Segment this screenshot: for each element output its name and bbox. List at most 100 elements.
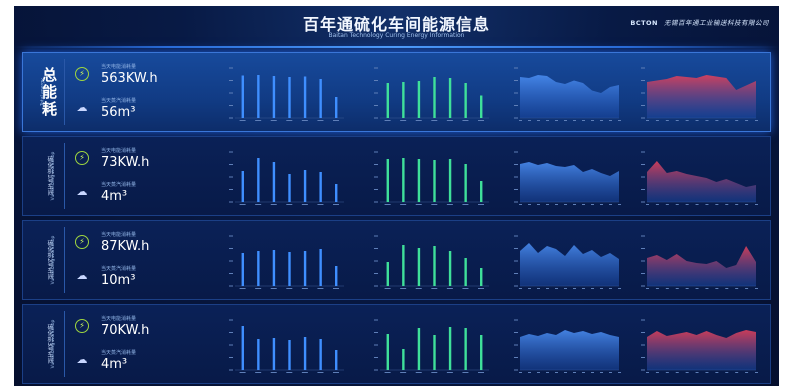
bar	[448, 251, 452, 286]
x-tick	[618, 372, 621, 373]
steam-metric: ☁ 当天蒸汽消耗量 10m³	[75, 263, 205, 293]
total-energy-panel: Total energy 总能耗 ⚡ 当天电能消耗量 563KW.h ☁ 当天蒸汽消耗量 56…	[22, 52, 771, 132]
y-tick	[374, 176, 378, 178]
x-tick	[317, 120, 324, 121]
x-tick	[400, 372, 407, 373]
x-tick	[600, 288, 603, 289]
electricity-label: 当天电能消耗量	[101, 232, 137, 238]
steam-value: 10m³	[101, 273, 136, 288]
bar	[480, 268, 483, 286]
electricity-bar-chart-svg	[229, 151, 344, 205]
x-tick	[573, 372, 576, 373]
electricity-trend-chart	[508, 141, 623, 215]
x-tick	[725, 372, 729, 373]
y-tick	[514, 344, 518, 346]
workshop-panel-1: Vulcanizing workshop 硫化机1号车间 ⚡ 当天电能消耗量 73KW.…	[22, 136, 771, 216]
page-title: 百年通硫化车间能源信息	[302, 15, 490, 34]
steam-metric: ☁ 当天蒸汽消耗量 4m³	[75, 347, 205, 377]
y-tick	[374, 248, 378, 249]
steam-trend-chart	[635, 309, 760, 383]
y-tick	[514, 319, 518, 321]
steam-trend-chart	[635, 225, 760, 299]
header-divider	[14, 46, 779, 48]
steam-trend-chart-svg	[641, 67, 758, 121]
y-tick	[374, 105, 378, 106]
x-tick	[446, 288, 453, 289]
bar	[257, 251, 260, 286]
x-tick	[735, 204, 739, 205]
electricity-trend-chart	[508, 309, 623, 383]
y-tick	[641, 176, 645, 178]
electricity-bar-chart	[223, 225, 348, 299]
x-tick	[555, 120, 558, 121]
steam-label: 当天蒸汽消耗量	[101, 98, 137, 104]
y-tick	[374, 357, 378, 358]
bar	[335, 97, 338, 118]
bar	[464, 83, 467, 118]
y-tick	[374, 164, 378, 165]
x-tick	[286, 120, 293, 121]
panel-label-en: Vulcanizing workshop	[50, 235, 56, 285]
bar	[480, 95, 483, 118]
x-tick	[564, 288, 567, 289]
x-tick	[400, 204, 407, 205]
y-tick	[641, 344, 645, 346]
x-tick	[528, 288, 531, 289]
electricity-trend-chart-svg	[514, 67, 621, 121]
x-tick	[317, 204, 324, 205]
steam-bar-chart-svg	[374, 235, 489, 289]
x-tick	[591, 288, 594, 289]
bar	[386, 159, 389, 202]
x-tick	[646, 204, 649, 205]
y-tick	[374, 285, 378, 287]
steam-metric: ☁ 当天蒸汽消耗量 56m³	[75, 95, 205, 125]
electricity-bar-chart	[223, 141, 348, 215]
y-tick	[374, 273, 378, 274]
x-tick	[591, 204, 594, 205]
x-tick	[384, 120, 391, 121]
y-tick	[374, 67, 378, 69]
bar	[319, 79, 322, 118]
x-tick	[431, 204, 438, 205]
x-tick	[685, 120, 689, 121]
y-tick	[374, 201, 378, 203]
x-tick	[546, 120, 549, 121]
x-tick	[618, 204, 621, 205]
x-tick	[333, 372, 340, 373]
bar	[303, 251, 307, 286]
x-tick	[745, 372, 749, 373]
electricity-metric: ⚡ 当天电能消耗量 563KW.h	[75, 61, 205, 91]
x-tick	[655, 120, 659, 121]
electricity-value: 73KW.h	[101, 155, 150, 170]
x-tick	[546, 204, 549, 205]
x-tick	[255, 372, 262, 373]
bar	[335, 350, 338, 370]
electricity-value: 563KW.h	[101, 71, 158, 86]
bar	[272, 338, 276, 370]
x-tick	[478, 288, 485, 289]
bar	[272, 250, 276, 286]
steam-value: 56m³	[101, 105, 136, 120]
x-tick	[609, 204, 612, 205]
y-tick	[229, 260, 233, 262]
y-tick	[514, 235, 518, 237]
y-tick	[229, 235, 233, 237]
x-tick	[239, 288, 246, 289]
x-tick	[665, 288, 669, 289]
y-tick	[641, 105, 645, 106]
x-tick	[415, 372, 422, 373]
x-tick	[582, 204, 585, 205]
x-tick	[400, 288, 407, 289]
area-series	[520, 243, 619, 286]
steam-value: 4m³	[101, 357, 128, 372]
x-tick	[255, 288, 262, 289]
bar	[480, 181, 483, 202]
x-tick	[655, 372, 659, 373]
x-tick	[431, 120, 438, 121]
electricity-icon: ⚡	[75, 151, 89, 165]
bar	[480, 335, 483, 370]
x-tick	[573, 288, 576, 289]
bar	[272, 76, 276, 118]
electricity-metric: ⚡ 当天电能消耗量 70KW.h	[75, 313, 205, 343]
bar	[402, 82, 405, 118]
